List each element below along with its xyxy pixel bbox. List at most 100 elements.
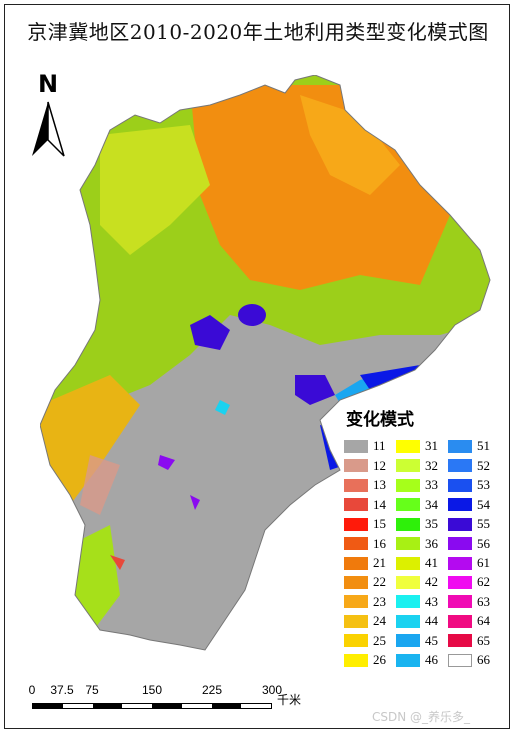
scale-tick-label: 150 [141, 683, 163, 697]
scale-bar: 千米 0 37.5 75 150 225 300 [24, 683, 324, 713]
legend-swatch [344, 556, 368, 570]
legend-item-36: 36 [396, 535, 446, 551]
legend-item-66: 66 [448, 652, 498, 668]
legend-label: 55 [477, 516, 490, 532]
legend-label: 34 [425, 496, 438, 512]
legend-swatch [396, 575, 420, 589]
legend-item-35: 35 [396, 516, 446, 532]
legend-label: 53 [477, 477, 490, 493]
legend-swatch [344, 517, 368, 531]
legend-label: 66 [477, 652, 490, 668]
legend-item-61: 61 [448, 555, 498, 571]
scale-tick-label: 0 [28, 683, 36, 697]
legend-item-14: 14 [344, 496, 394, 512]
legend-item-64: 64 [448, 613, 498, 629]
legend-item-41: 41 [396, 555, 446, 571]
legend-label: 25 [373, 632, 386, 648]
scale-tick-label: 300 [261, 683, 283, 697]
legend-swatch [448, 439, 472, 453]
legend-swatch [396, 459, 420, 473]
legend-item-13: 13 [344, 477, 394, 493]
north-arrow-label: N [38, 70, 59, 98]
legend-swatch [344, 634, 368, 648]
scale-tick-label: 75 [85, 683, 99, 697]
legend-swatch [448, 595, 472, 609]
legend-swatch [396, 537, 420, 551]
legend-item-55: 55 [448, 516, 498, 532]
scale-segment [92, 704, 123, 708]
watermark: CSDN @_养乐多_ [372, 710, 471, 724]
legend-swatch [396, 478, 420, 492]
legend-item-21: 21 [344, 555, 394, 571]
legend-swatch [396, 634, 420, 648]
north-arrow-icon [32, 101, 65, 157]
legend-label: 42 [425, 574, 438, 590]
legend-swatch [344, 537, 368, 551]
legend-swatch [448, 537, 472, 551]
legend-swatch [448, 634, 472, 648]
legend-swatch [448, 614, 472, 628]
legend-item-22: 22 [344, 574, 394, 590]
legend-label: 46 [425, 652, 438, 668]
legend-label: 13 [373, 477, 386, 493]
scale-segment [211, 704, 242, 708]
legend-item-16: 16 [344, 535, 394, 551]
legend-label: 64 [477, 613, 490, 629]
legend-label: 41 [425, 555, 438, 570]
legend-swatch [448, 498, 472, 512]
legend-item-52: 52 [448, 457, 498, 473]
scale-segment [33, 704, 63, 708]
legend-label: 32 [425, 457, 438, 473]
legend-swatch [448, 517, 472, 531]
legend-label: 21 [373, 555, 386, 570]
legend-item-23: 23 [344, 594, 394, 610]
legend-swatch [448, 459, 472, 473]
legend-label: 61 [477, 555, 490, 570]
legend-item-34: 34 [396, 496, 446, 512]
legend-label: 14 [373, 496, 386, 512]
legend-swatch [344, 498, 368, 512]
scale-segment [152, 704, 182, 708]
legend-item-32: 32 [396, 457, 446, 473]
legend-item-54: 54 [448, 496, 498, 512]
legend-item-51: 51 [448, 438, 498, 454]
north-arrow: N [26, 70, 70, 160]
scale-tick-label: 37.5 [50, 683, 74, 697]
scale-tick-label: 225 [201, 683, 223, 697]
legend-label: 15 [373, 516, 386, 532]
legend-swatch [396, 653, 420, 667]
scale-unit: 千米 [277, 693, 302, 707]
legend-swatch [396, 517, 420, 531]
legend-label: 51 [477, 438, 490, 454]
legend-label: 24 [373, 613, 386, 629]
legend-item-62: 62 [448, 574, 498, 590]
legend-item-24: 24 [344, 613, 394, 629]
legend-label: 12 [373, 457, 386, 473]
legend-item-15: 15 [344, 516, 394, 532]
legend-swatch [344, 595, 368, 609]
legend-label: 56 [477, 535, 490, 551]
legend-swatch [448, 653, 472, 667]
legend-swatch [396, 614, 420, 628]
legend-item-65: 65 [448, 633, 498, 649]
legend-label: 35 [425, 516, 438, 532]
scale-segment [241, 704, 271, 708]
legend-label: 16 [373, 535, 386, 551]
legend-swatch [344, 439, 368, 453]
legend-label: 36 [425, 535, 438, 551]
legend-swatch [344, 478, 368, 492]
legend-item-45: 45 [396, 633, 446, 649]
legend-item-31: 31 [396, 438, 446, 454]
scale-segment [181, 704, 212, 708]
legend-label: 54 [477, 496, 490, 512]
map-title: 京津冀地区2010-2020年土地利用类型变化模式图 [27, 20, 489, 44]
legend-swatch [344, 614, 368, 628]
legend-label: 52 [477, 457, 490, 473]
legend-title: 变化模式 [346, 410, 414, 430]
legend-item-56: 56 [448, 535, 498, 551]
legend-swatch [396, 595, 420, 609]
legend-swatch [344, 653, 368, 667]
legend-label: 65 [477, 632, 490, 648]
legend-swatch [448, 556, 472, 570]
legend: 变化模式 11 31 51 12 32 52 13 33 53 14 34 54 15 35 55 16 36 5… [344, 405, 504, 715]
